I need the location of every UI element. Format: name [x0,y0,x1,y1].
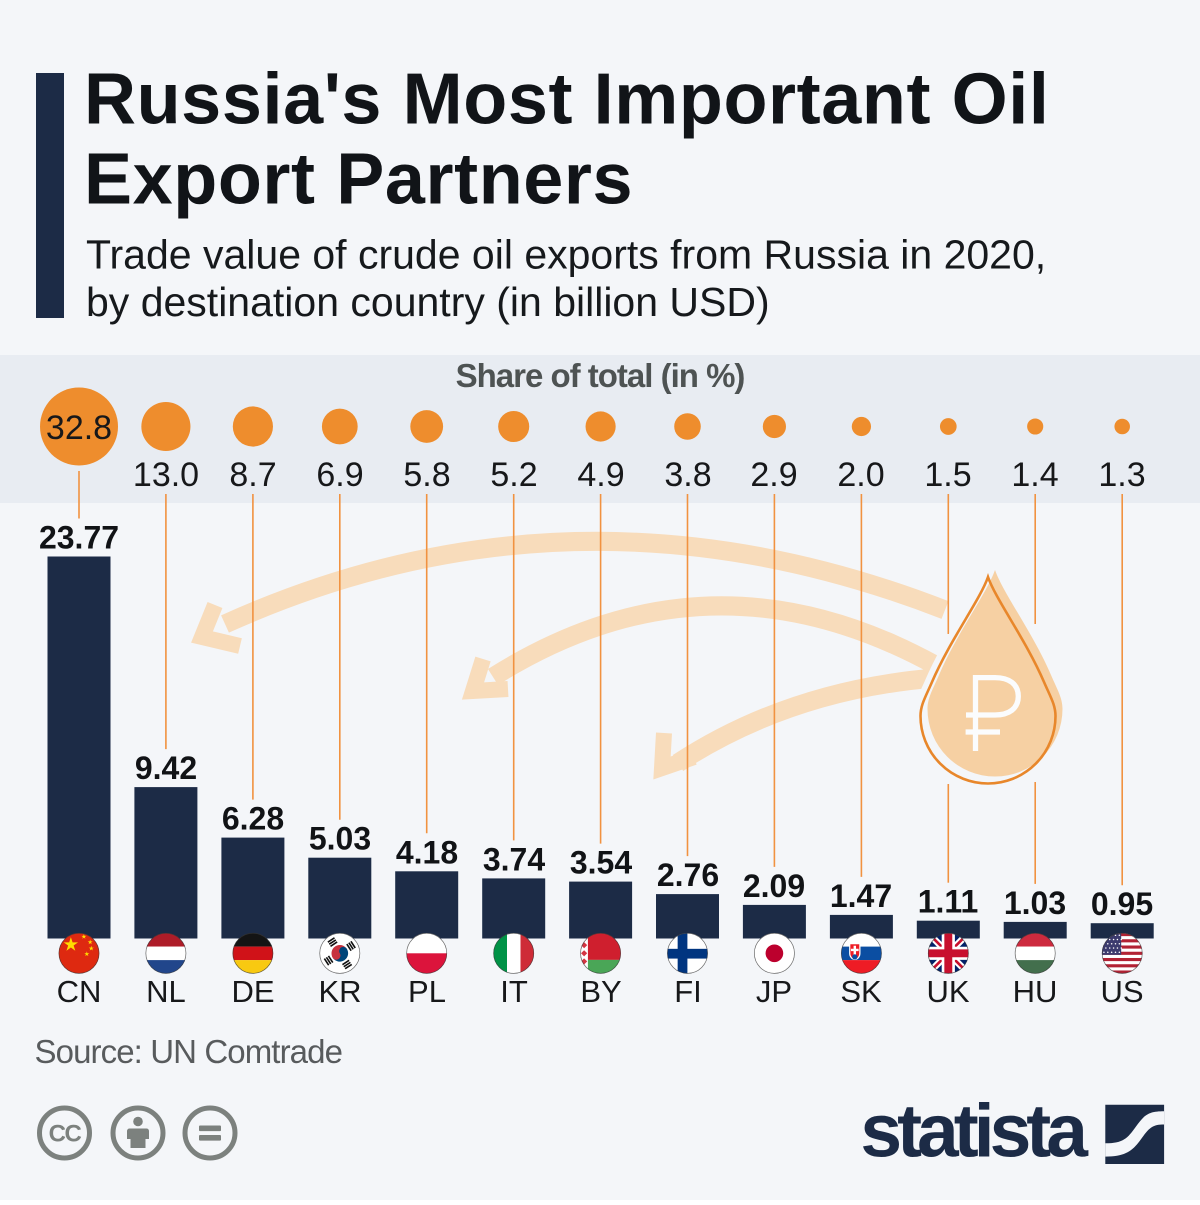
svg-text:FI: FI [674,974,702,1009]
svg-text:Export Partners: Export Partners [84,140,633,220]
svg-text:3.74: 3.74 [483,841,545,877]
svg-text:2.76: 2.76 [657,857,719,893]
svg-text:UK: UK [926,974,969,1009]
svg-text:DE: DE [231,974,274,1009]
svg-text:2.0: 2.0 [837,456,884,494]
svg-text:NL: NL [146,974,186,1009]
svg-text:BY: BY [580,974,621,1009]
svg-text:9.42: 9.42 [135,750,197,786]
svg-text:1.11: 1.11 [918,884,979,920]
svg-text:by destination country (in bil: by destination country (in billion USD) [86,279,770,325]
svg-text:HU: HU [1013,974,1058,1009]
svg-text:KR: KR [318,974,361,1009]
svg-text:5.8: 5.8 [403,456,450,494]
svg-text:0.95: 0.95 [1091,886,1153,922]
svg-text:SK: SK [840,974,882,1009]
svg-text:Source: UN Comtrade: Source: UN Comtrade [35,1033,343,1070]
svg-text:6.28: 6.28 [222,801,284,837]
svg-text:1.5: 1.5 [924,456,971,494]
svg-text:13.0: 13.0 [133,456,199,494]
svg-text:4.9: 4.9 [577,456,624,494]
svg-text:5.2: 5.2 [490,456,537,494]
svg-text:5.03: 5.03 [309,821,371,857]
svg-text:US: US [1100,974,1143,1009]
svg-text:3.8: 3.8 [664,456,711,494]
svg-text:3.54: 3.54 [570,845,632,881]
svg-text:Trade value of crude oil expor: Trade value of crude oil exports from Ru… [86,232,1046,278]
svg-text:statista: statista [860,1089,1089,1173]
svg-text:1.4: 1.4 [1011,456,1058,494]
svg-text:1.47: 1.47 [830,878,892,914]
svg-text:6.9: 6.9 [316,456,363,494]
svg-text:Share of total (in %): Share of total (in %) [456,357,745,394]
svg-text:CC: CC [49,1121,82,1148]
svg-text:23.77: 23.77 [39,520,119,556]
svg-text:2.09: 2.09 [743,868,805,904]
svg-text:8.7: 8.7 [229,456,276,494]
svg-text:IT: IT [500,974,528,1009]
svg-text:CN: CN [57,974,102,1009]
svg-text:PL: PL [408,974,446,1009]
svg-text:1.03: 1.03 [1004,885,1066,921]
svg-text:JP: JP [756,974,792,1009]
svg-text:4.18: 4.18 [396,834,458,870]
svg-text:Russia's Most Important Oil: Russia's Most Important Oil [84,60,1049,140]
svg-text:2.9: 2.9 [750,456,797,494]
svg-text:32.8: 32.8 [46,409,112,447]
svg-text:1.3: 1.3 [1098,456,1145,494]
